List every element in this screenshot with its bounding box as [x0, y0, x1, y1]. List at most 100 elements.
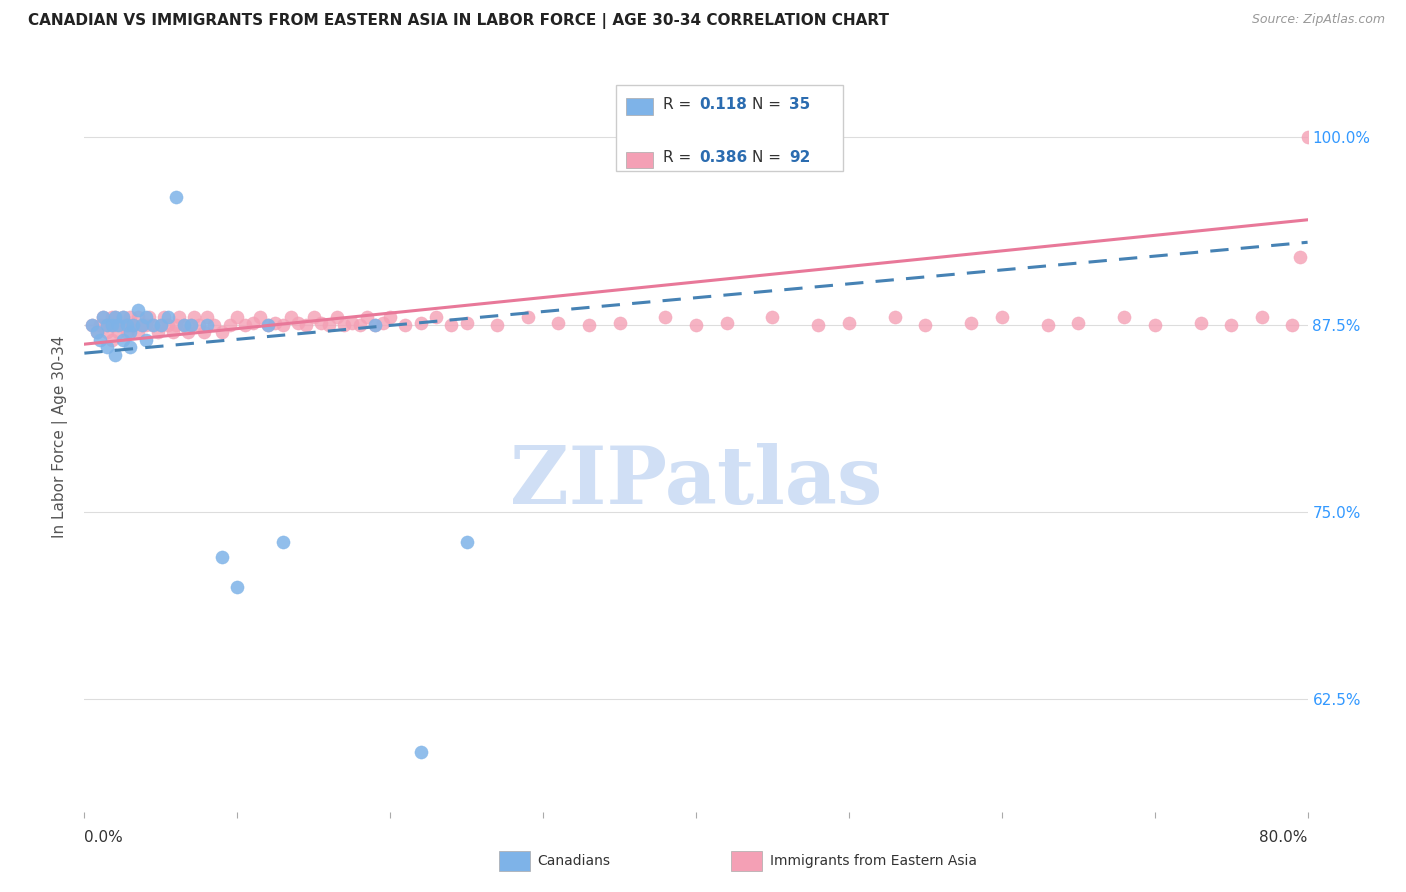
Point	[177, 325, 200, 339]
Point	[318, 318, 340, 332]
Point	[340, 316, 363, 330]
Text: 0.0%: 0.0%	[84, 830, 124, 845]
Point	[107, 318, 129, 332]
Point	[115, 325, 138, 339]
Text: Source: ZipAtlas.com: Source: ZipAtlas.com	[1251, 13, 1385, 27]
Point	[249, 310, 271, 325]
Point	[120, 340, 142, 354]
Point	[226, 580, 249, 594]
Point	[425, 310, 447, 325]
Point	[165, 190, 187, 204]
Point	[1296, 130, 1319, 145]
Point	[135, 318, 157, 332]
Point	[394, 318, 416, 332]
Point	[609, 316, 631, 330]
Point	[547, 316, 569, 330]
Point	[173, 318, 195, 332]
Point	[356, 310, 378, 325]
Point	[456, 535, 478, 549]
Point	[761, 310, 783, 325]
Point	[264, 316, 287, 330]
Text: 35: 35	[789, 97, 810, 112]
Point	[311, 316, 333, 330]
Point	[120, 310, 142, 325]
Point	[183, 310, 205, 325]
Point	[716, 316, 738, 330]
Point	[226, 310, 249, 325]
Point	[111, 310, 134, 325]
Point	[325, 310, 347, 325]
Point	[138, 310, 160, 325]
Point	[101, 333, 124, 347]
Text: Immigrants from Eastern Asia: Immigrants from Eastern Asia	[770, 854, 977, 868]
Point	[89, 318, 111, 332]
FancyBboxPatch shape	[616, 85, 842, 171]
Point	[149, 318, 172, 332]
Point	[195, 318, 218, 332]
Point	[180, 318, 202, 332]
Point	[409, 745, 432, 759]
Text: Canadians: Canadians	[537, 854, 610, 868]
Point	[127, 302, 149, 317]
Point	[333, 318, 356, 332]
Point	[287, 316, 309, 330]
Point	[127, 310, 149, 325]
Text: N =: N =	[752, 150, 786, 165]
Point	[89, 333, 111, 347]
Point	[115, 318, 138, 332]
Point	[257, 318, 280, 332]
Point	[91, 310, 114, 325]
Text: 0.386: 0.386	[700, 150, 748, 165]
Point	[104, 318, 127, 332]
Text: R =: R =	[664, 150, 696, 165]
Point	[120, 325, 142, 339]
Point	[1189, 316, 1212, 330]
Point	[440, 318, 463, 332]
Point	[120, 318, 142, 332]
Point	[1067, 316, 1090, 330]
Point	[165, 318, 187, 332]
Text: N =: N =	[752, 97, 786, 112]
Point	[1143, 318, 1166, 332]
Point	[149, 318, 172, 332]
Point	[211, 325, 233, 339]
Point	[104, 348, 127, 362]
Point	[1220, 318, 1243, 332]
Point	[157, 310, 180, 325]
Point	[654, 310, 676, 325]
Point	[409, 316, 432, 330]
Point	[960, 316, 983, 330]
Point	[1250, 310, 1272, 325]
Point	[104, 310, 127, 325]
Point	[122, 318, 145, 332]
Point	[135, 310, 157, 325]
Text: 0.118: 0.118	[700, 97, 748, 112]
Point	[271, 318, 294, 332]
Text: 80.0%: 80.0%	[1260, 830, 1308, 845]
Point	[1036, 318, 1059, 332]
Point	[302, 310, 325, 325]
Point	[364, 318, 387, 332]
Point	[80, 318, 103, 332]
Point	[218, 318, 240, 332]
Point	[991, 310, 1014, 325]
Point	[1114, 310, 1136, 325]
FancyBboxPatch shape	[626, 98, 654, 115]
Point	[516, 310, 538, 325]
Point	[142, 318, 165, 332]
Text: R =: R =	[664, 97, 696, 112]
Point	[107, 325, 129, 339]
Point	[685, 318, 707, 332]
Point	[157, 318, 180, 332]
Point	[371, 316, 394, 330]
Point	[153, 310, 176, 325]
Point	[91, 310, 114, 325]
Text: CANADIAN VS IMMIGRANTS FROM EASTERN ASIA IN LABOR FORCE | AGE 30-34 CORRELATION : CANADIAN VS IMMIGRANTS FROM EASTERN ASIA…	[28, 13, 889, 29]
Point	[111, 318, 134, 332]
Point	[111, 333, 134, 347]
Point	[96, 340, 118, 354]
Point	[202, 318, 225, 332]
Point	[1281, 318, 1303, 332]
Point	[162, 325, 184, 339]
Point	[188, 318, 211, 332]
